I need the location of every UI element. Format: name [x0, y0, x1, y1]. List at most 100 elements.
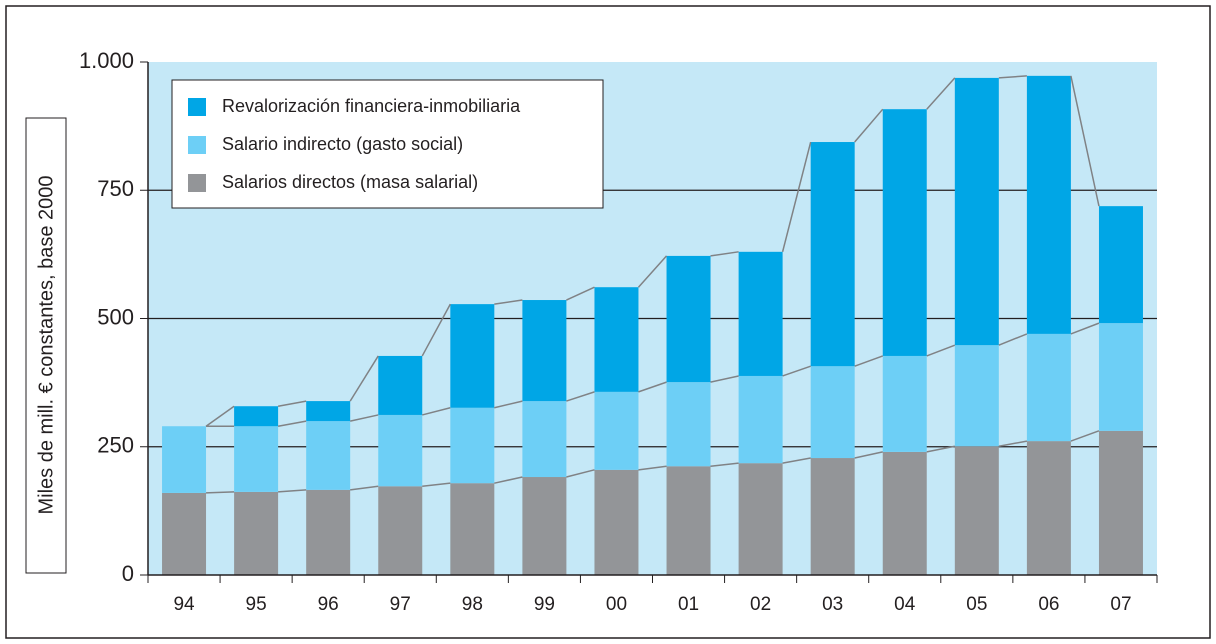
connector [277, 420, 307, 427]
connector [710, 251, 739, 257]
connector [638, 465, 667, 471]
bar-segment [738, 375, 783, 464]
bar-segment [882, 109, 927, 356]
legend-box [171, 79, 604, 209]
bar-segment [306, 489, 351, 575]
connector [926, 445, 955, 453]
bar-segment [378, 355, 423, 415]
legend-swatch [188, 174, 206, 192]
connector [710, 375, 739, 383]
x-tick-label: 00 [606, 594, 627, 615]
bar-segment [738, 463, 783, 575]
bar-segment [594, 391, 639, 470]
connector [998, 75, 1027, 79]
connector [350, 414, 379, 422]
bar-segment [378, 486, 423, 575]
connector [782, 365, 811, 377]
bar-segment [738, 251, 783, 376]
connector [494, 299, 523, 305]
connector [926, 344, 956, 357]
x-tick-label: 95 [246, 594, 267, 615]
connector [854, 108, 884, 143]
y-tick-label: 0 [122, 561, 134, 586]
connector [1070, 430, 1100, 442]
bar-segment [594, 469, 639, 575]
connector [998, 440, 1028, 447]
connector [710, 462, 739, 467]
connector [1070, 75, 1100, 207]
y-tick-label: 1.000 [79, 48, 134, 73]
legend-label: Salarios directos (masa salarial) [222, 172, 478, 192]
y-axis-label: Miles de mill. € constantes, base 2000 [35, 175, 57, 514]
bar-segment [954, 77, 999, 346]
bar-segment [594, 287, 639, 392]
x-tick-label: 06 [1038, 594, 1059, 615]
bar-segment [234, 426, 279, 492]
connector [1070, 322, 1100, 335]
connector [422, 407, 451, 416]
bar-segment [378, 414, 423, 487]
connector [206, 491, 235, 494]
connector [349, 355, 379, 402]
bar-segment [810, 458, 855, 575]
connector [566, 469, 595, 478]
bar-segment [810, 366, 855, 459]
connector [422, 482, 451, 487]
x-tick-label: 94 [173, 594, 195, 615]
bar-segment [306, 421, 351, 490]
bar-segment [234, 491, 279, 575]
connector [278, 489, 307, 493]
connector [638, 381, 667, 393]
x-tick-label: 03 [822, 594, 843, 615]
bar-segment [1098, 323, 1143, 431]
bar-segment [450, 304, 495, 408]
connector [781, 141, 812, 252]
connector [926, 77, 956, 110]
x-tick-label: 05 [966, 594, 987, 615]
connector [854, 355, 884, 367]
connector [277, 400, 307, 407]
legend-label: Revalorización financiera-inmobiliaria [222, 96, 521, 116]
bar-segment [666, 255, 711, 383]
bar-segment [162, 492, 207, 575]
bar-segment [522, 300, 567, 402]
legend-swatch [188, 136, 206, 154]
bar-segment [1098, 206, 1143, 324]
connector [782, 457, 811, 464]
connector [421, 303, 451, 357]
x-tick-label: 97 [390, 594, 411, 615]
connector [494, 400, 523, 409]
x-tick-label: 01 [678, 594, 699, 615]
bar-segment [1026, 333, 1071, 442]
connector [566, 391, 595, 402]
bar-segment [882, 355, 927, 452]
bar-segment [522, 401, 567, 478]
bar-segment [666, 382, 711, 467]
y-tick-label: 500 [97, 304, 134, 329]
bar-segment [882, 451, 927, 575]
connector [854, 451, 883, 459]
bar-segment [450, 407, 495, 484]
legend-label: Salario indirecto (gasto social) [222, 134, 463, 154]
x-tick-label: 98 [462, 594, 483, 615]
bar-segment [1026, 441, 1071, 575]
x-tick-label: 96 [318, 594, 339, 615]
legend-swatch [188, 98, 206, 116]
bar-segment [450, 483, 495, 575]
bar-segment [1098, 430, 1143, 575]
connector [566, 286, 595, 301]
bar-segment [954, 446, 999, 575]
bar-segment [234, 406, 279, 427]
x-tick-label: 04 [894, 594, 916, 615]
connector [998, 333, 1028, 346]
bar-segment [666, 466, 711, 575]
bar-segment [954, 345, 999, 447]
x-tick-label: 07 [1110, 594, 1131, 615]
bar-segment [306, 401, 351, 422]
connector [494, 476, 523, 484]
y-tick-label: 250 [97, 433, 134, 458]
x-tick-label: 99 [534, 594, 555, 615]
bar-segment [162, 426, 207, 493]
connector [350, 485, 379, 491]
